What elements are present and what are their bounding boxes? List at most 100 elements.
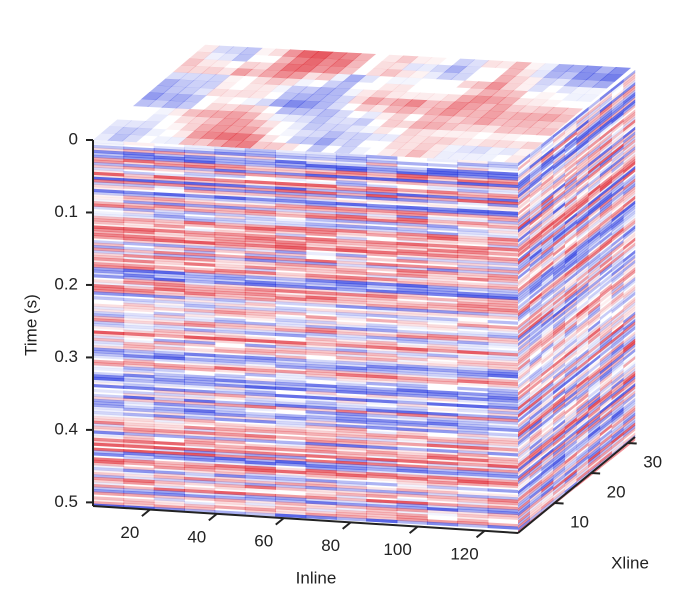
texture — [407, 70, 431, 79]
texture — [599, 196, 612, 210]
texture — [506, 76, 531, 84]
texture — [518, 363, 530, 376]
texture — [335, 484, 368, 490]
texture — [184, 318, 216, 324]
texture — [426, 219, 459, 224]
texture — [588, 272, 601, 286]
texture — [214, 278, 246, 284]
texture — [184, 220, 216, 226]
texture — [305, 275, 337, 281]
texture — [147, 99, 171, 108]
texture — [576, 348, 589, 362]
texture — [576, 240, 589, 253]
texture — [426, 343, 459, 349]
texture — [184, 176, 216, 182]
texture — [305, 322, 337, 328]
texture — [541, 260, 554, 274]
texture — [426, 182, 459, 188]
texture — [275, 242, 307, 248]
texture — [529, 484, 542, 498]
texture — [611, 138, 624, 152]
texture — [123, 236, 155, 242]
texture — [576, 255, 589, 268]
texture — [214, 258, 246, 264]
texture — [541, 243, 554, 257]
texture — [335, 162, 368, 168]
texture — [564, 461, 577, 475]
texture — [305, 156, 337, 162]
texture — [611, 394, 624, 408]
texture — [335, 284, 368, 290]
texture — [611, 325, 624, 339]
texture — [487, 315, 519, 320]
texture — [588, 406, 601, 419]
texture — [611, 229, 624, 243]
texture — [153, 284, 185, 290]
texture — [184, 298, 216, 304]
texture — [541, 356, 554, 370]
texture — [244, 362, 276, 368]
texture — [244, 240, 276, 246]
texture — [93, 220, 125, 226]
texture — [564, 372, 577, 386]
texture — [275, 362, 307, 367]
texture — [611, 170, 624, 184]
texture — [529, 331, 542, 345]
texture — [123, 331, 155, 337]
texture — [396, 354, 428, 359]
texture — [123, 312, 155, 318]
texture — [244, 443, 276, 449]
texture — [457, 301, 489, 307]
texture — [366, 308, 398, 314]
texture — [553, 207, 566, 220]
texture — [457, 262, 489, 268]
texture — [623, 77, 636, 90]
texture — [244, 228, 276, 234]
texture — [366, 154, 398, 160]
texture — [275, 418, 307, 424]
texture — [416, 114, 440, 123]
texture — [275, 181, 307, 187]
texture — [611, 360, 624, 374]
texture — [564, 407, 577, 421]
texture — [275, 508, 307, 514]
texture — [366, 430, 398, 436]
texture — [529, 445, 542, 458]
texture — [518, 511, 530, 524]
texture — [611, 133, 624, 147]
texture — [347, 96, 371, 105]
texture — [317, 109, 341, 117]
texture — [214, 212, 246, 218]
texture — [518, 175, 530, 189]
texture — [576, 151, 589, 165]
texture — [576, 109, 589, 123]
texture — [244, 153, 276, 158]
texture — [335, 465, 368, 471]
texture — [305, 288, 337, 294]
texture — [426, 93, 450, 102]
texture — [335, 323, 368, 329]
texture — [518, 360, 530, 374]
texture — [623, 368, 636, 381]
texture — [576, 329, 589, 342]
texture — [576, 301, 589, 315]
texture — [426, 277, 459, 283]
texture — [518, 343, 530, 357]
texture — [153, 289, 185, 295]
texture — [412, 143, 436, 151]
texture — [564, 419, 577, 433]
texture — [599, 379, 612, 393]
texture — [253, 47, 277, 56]
texture — [365, 68, 389, 77]
texture — [244, 292, 276, 298]
texture — [588, 445, 601, 459]
texture — [553, 409, 566, 422]
texture — [553, 174, 566, 188]
texture — [335, 399, 368, 405]
texture — [366, 506, 398, 512]
texture — [487, 261, 519, 267]
texture — [518, 459, 530, 473]
texture — [576, 279, 589, 293]
texture — [541, 401, 554, 415]
texture — [153, 179, 185, 185]
